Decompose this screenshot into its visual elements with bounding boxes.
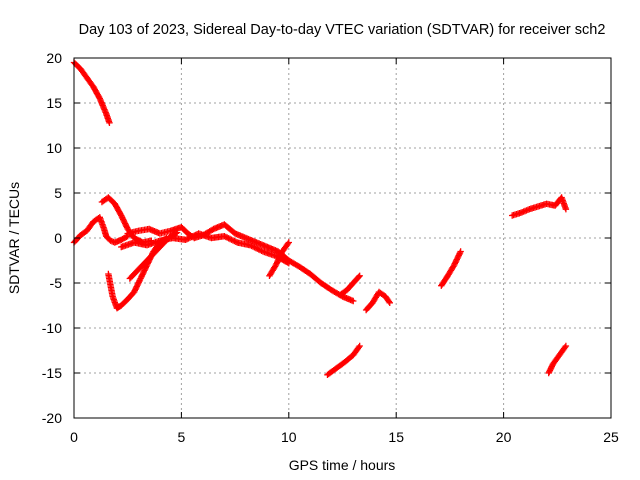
data-point — [562, 342, 570, 350]
data-point — [284, 259, 291, 266]
x-axis-label: GPS time / hours — [289, 457, 396, 473]
series-track-1 — [70, 59, 113, 126]
data-point — [192, 231, 199, 239]
data-point — [188, 233, 195, 241]
data-point — [222, 233, 229, 241]
y-tick-label: 0 — [54, 230, 62, 246]
data-point — [285, 260, 292, 267]
axis-ticks: 0 5 10 15 20 25 20 15 10 5 0 -5 -10 -15 -20 — [42, 50, 619, 445]
series-track-8 — [266, 239, 292, 279]
data-point — [561, 344, 569, 351]
x-tick-label: 5 — [178, 429, 186, 445]
data-point — [106, 119, 113, 126]
data-point — [350, 297, 357, 305]
data-point — [172, 230, 180, 237]
data-point — [231, 237, 238, 245]
data-point — [183, 235, 191, 243]
data-point — [258, 247, 265, 254]
data-point — [385, 298, 393, 305]
y-tick-label: 10 — [46, 140, 62, 156]
y-tick-label: 20 — [46, 50, 62, 66]
data-point — [246, 242, 254, 249]
data-point — [248, 242, 255, 250]
y-tick-label: -5 — [50, 275, 63, 291]
series-track-6 — [118, 230, 292, 267]
y-tick-label: -15 — [42, 365, 62, 381]
data-marks — [70, 59, 570, 378]
data-point — [457, 248, 464, 255]
series-track-7 — [126, 229, 181, 282]
y-tick-label: 15 — [46, 95, 62, 111]
series-track-4 — [105, 234, 170, 312]
chart-title: Day 103 of 2023, Sidereal Day-to-day VTE… — [79, 22, 606, 38]
data-point — [252, 244, 260, 252]
data-point — [355, 273, 362, 281]
series-track-3 — [98, 194, 155, 246]
data-point — [226, 235, 234, 243]
x-tick-label: 15 — [388, 429, 404, 445]
series-track-5 — [124, 221, 357, 305]
series-track-14 — [545, 342, 570, 377]
data-point — [229, 237, 237, 244]
data-point — [249, 243, 257, 250]
data-point — [189, 233, 197, 240]
series-track-10 — [362, 288, 393, 314]
data-point — [225, 235, 232, 242]
data-point — [224, 234, 231, 241]
data-point — [255, 246, 262, 253]
data-point — [254, 245, 261, 252]
x-tick-label: 10 — [281, 429, 297, 445]
data-point — [256, 246, 264, 254]
data-point — [562, 206, 570, 213]
series-track-12 — [438, 248, 464, 289]
data-point — [185, 235, 192, 242]
data-point — [356, 272, 363, 279]
y-tick-label: -20 — [42, 410, 62, 426]
data-point — [356, 342, 363, 350]
series-track-13 — [508, 194, 570, 219]
data-point — [123, 233, 130, 241]
data-point — [182, 236, 189, 243]
y-axis-label: SDTVAR / TECUs — [6, 182, 22, 294]
y-tick-label: -10 — [42, 320, 62, 336]
data-point — [186, 234, 194, 241]
x-tick-label: 25 — [603, 429, 619, 445]
data-point — [228, 236, 235, 243]
y-tick-label: 5 — [54, 185, 62, 201]
data-point — [386, 299, 393, 306]
data-point — [285, 239, 292, 246]
x-tick-label: 0 — [70, 429, 78, 445]
x-tick-label: 20 — [496, 429, 512, 445]
data-point — [191, 232, 198, 239]
data-point — [232, 238, 240, 245]
data-point — [284, 240, 292, 247]
data-point — [173, 229, 181, 236]
data-point — [221, 233, 228, 240]
data-point — [355, 344, 362, 351]
series-track-11 — [324, 342, 363, 378]
series-track-9 — [337, 272, 363, 298]
series-track-2 — [70, 214, 131, 246]
data-point — [251, 244, 258, 251]
